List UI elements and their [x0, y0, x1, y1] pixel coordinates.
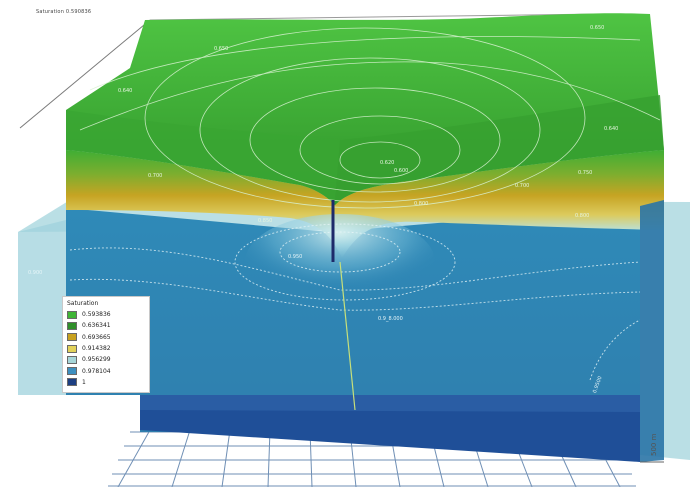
base-grid: [108, 429, 636, 487]
legend-swatch: [67, 310, 77, 319]
legend-title: Saturation: [67, 300, 99, 307]
surface-front-right: [335, 95, 664, 205]
block-side: [640, 200, 664, 462]
view-title: Saturation 0.590836: [36, 9, 92, 15]
well-screen-line: [339, 261, 356, 411]
contour-label: 0.950: [288, 254, 303, 260]
legend-entry: 0.693665: [67, 332, 145, 343]
legend-label: 0.693665: [82, 333, 111, 341]
legend-entry: 0.636341: [67, 320, 145, 331]
legend-label: 1: [82, 378, 86, 386]
contour-label: 0.900: [28, 270, 43, 276]
surface-contours: [79, 27, 661, 209]
contour-label: 0.700: [148, 173, 163, 179]
contour-label: 0.600: [394, 168, 409, 174]
legend-label: 0.593836: [82, 311, 111, 319]
legend-entry: 0.956299: [67, 354, 145, 365]
contour-label: 0.800: [575, 213, 590, 219]
legend-swatch: [67, 378, 77, 387]
legend-label: 0.914382: [82, 345, 111, 353]
contour-label: 0.850: [258, 218, 273, 224]
legend-swatch: [67, 367, 77, 376]
contour-label: 0.800: [414, 201, 429, 207]
legend-entry: 0.978104: [67, 365, 145, 376]
legend-swatch: [67, 344, 77, 353]
contour-label: 0.620: [380, 160, 395, 166]
contour-label: 0.650: [590, 25, 605, 31]
contour-label: 0.700: [515, 183, 530, 189]
legend-label: 0.956299: [82, 356, 111, 364]
legend: Saturation 0.593836 0.636341 0.693665 0.…: [62, 296, 150, 394]
legend-swatch: [67, 355, 77, 364]
domain-outline: [19, 19, 151, 129]
base-layer-top: [140, 395, 640, 412]
legend-entry: 1: [67, 377, 145, 388]
legend-label: 0.978104: [82, 367, 111, 375]
saturated-zone: [66, 206, 640, 432]
legend-swatch: [67, 321, 77, 330]
contour-label: 0.9_8.000: [378, 316, 403, 322]
domain-outline-top: [149, 13, 601, 21]
legend-swatch: [67, 333, 77, 342]
contour-label: 0.650: [214, 46, 229, 52]
contour-label: 0.640: [604, 126, 619, 132]
contour-label: 0.750: [578, 170, 593, 176]
saturation-contours: [69, 223, 641, 381]
surface-front-left: [66, 110, 340, 205]
legend-entry: 0.914382: [67, 343, 145, 354]
legend-entry: 0.593836: [67, 309, 145, 320]
legend-label: 0.636341: [82, 322, 111, 330]
plane-left: [18, 220, 66, 395]
scale-label: 500 m: [650, 433, 658, 456]
contour-label: 0.640: [118, 88, 133, 94]
base-layer: [140, 395, 640, 462]
unsaturated-layers: [66, 150, 664, 258]
